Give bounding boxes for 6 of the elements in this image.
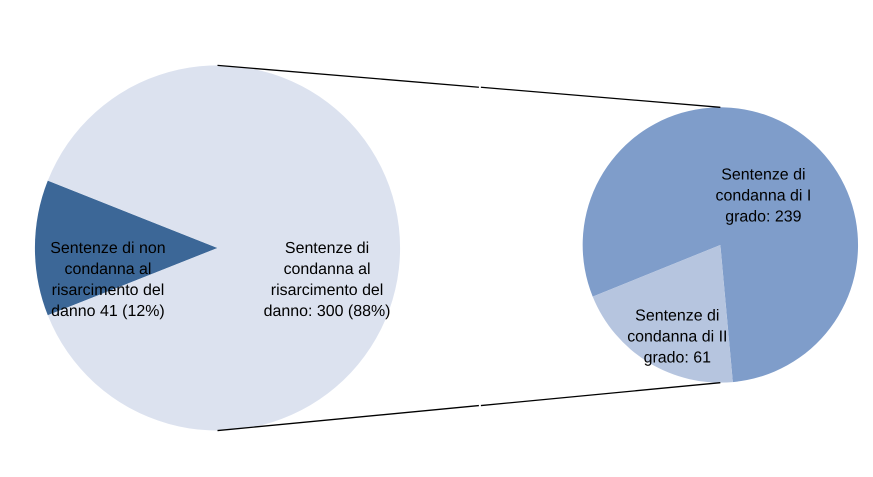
slice-label: Sentenze di condanna di II grado: 61 bbox=[627, 307, 728, 366]
pie-slice bbox=[592, 244, 733, 383]
pie-slice bbox=[582, 107, 858, 382]
pie-slice bbox=[48, 66, 400, 430]
slice-label: Sentenze di condanna al risarcimento del danno: 300 (88%) bbox=[264, 240, 390, 320]
slice-label: Sentenze di condanna di I grado: 239 bbox=[715, 166, 812, 226]
